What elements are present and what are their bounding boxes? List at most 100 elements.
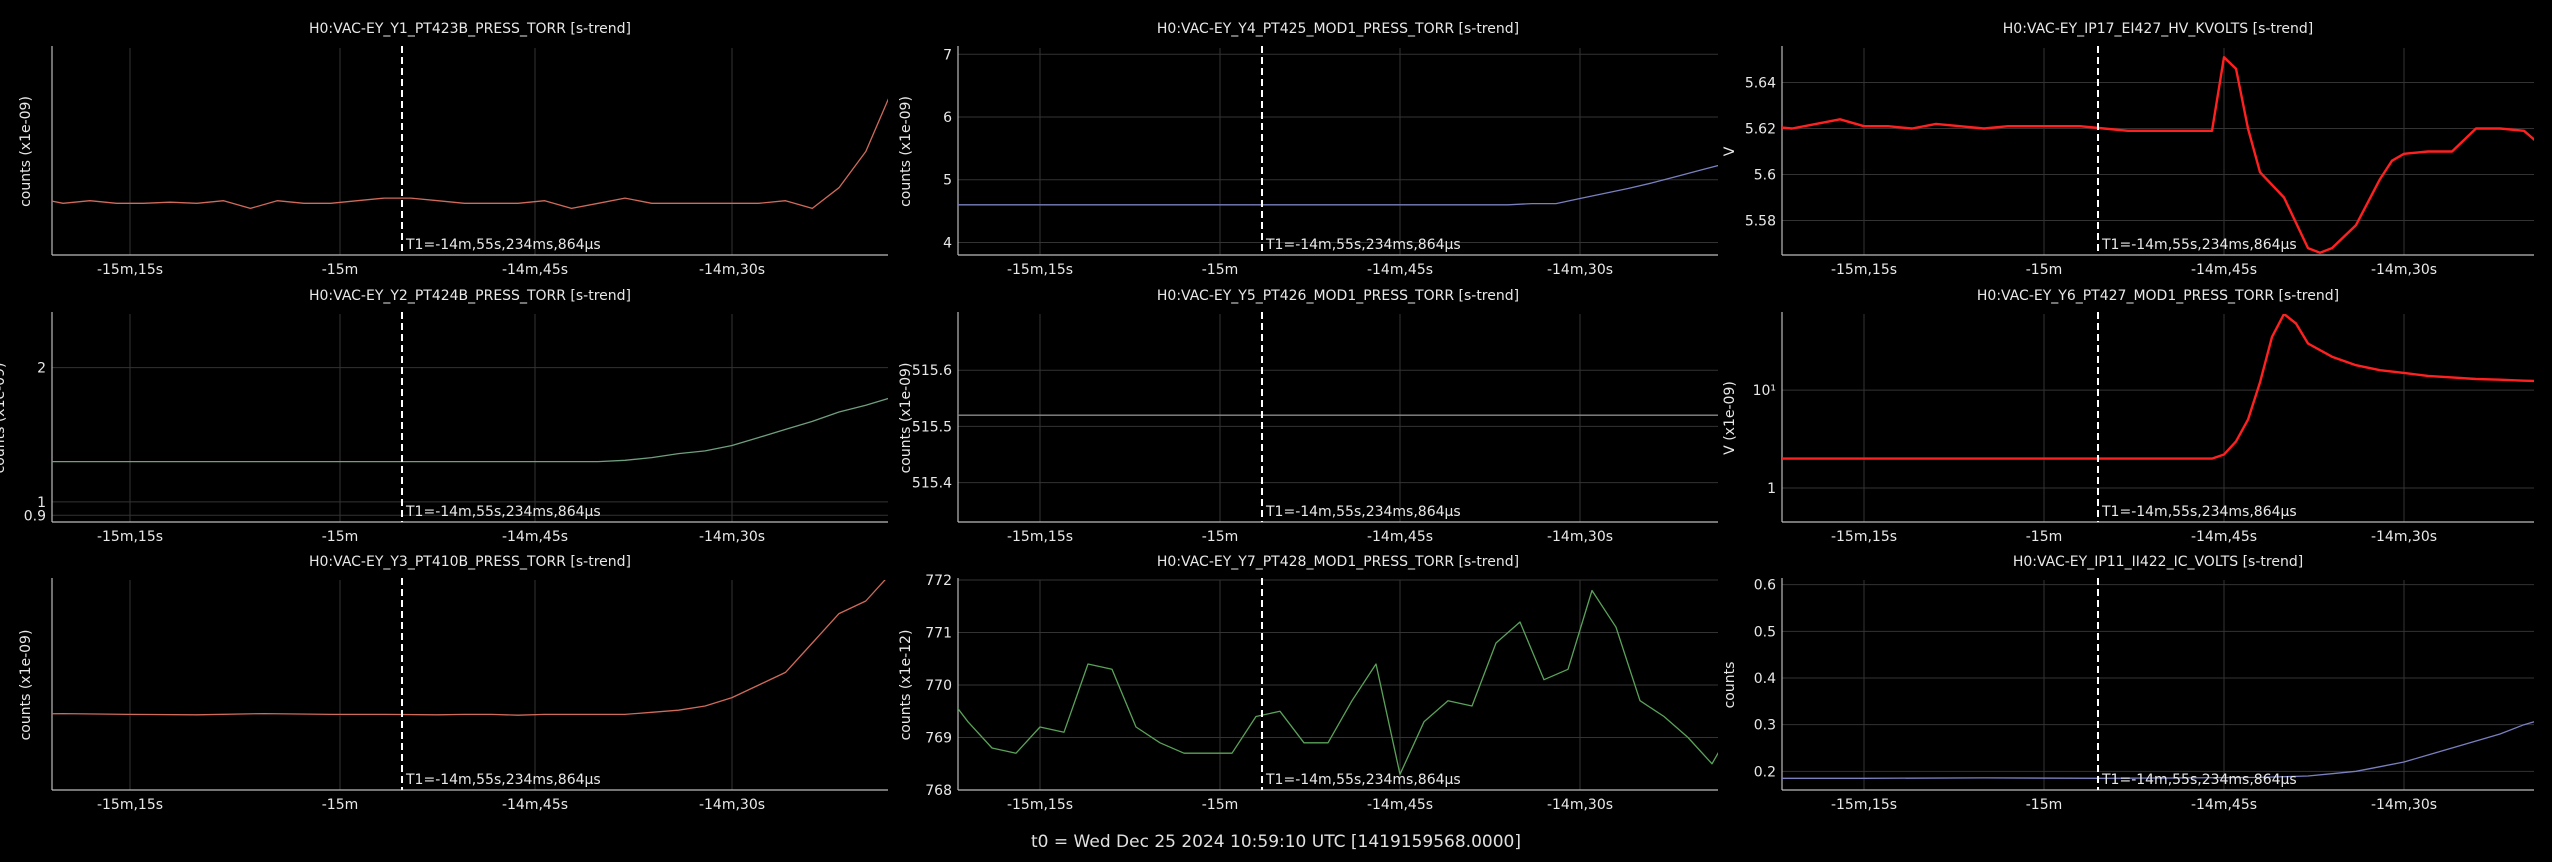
x-tick-label: -15m	[2026, 262, 2063, 278]
y-tick-label: 5.62	[1745, 122, 1776, 138]
series-line	[1782, 314, 2534, 460]
series-line	[1782, 721, 2534, 779]
series-line	[958, 164, 1718, 206]
x-tick-label: -14m,30s	[2371, 797, 2437, 813]
chart-title: H0:VAC-EY_Y3_PT410B_PRESS_TORR [s-trend]	[309, 554, 631, 570]
chart-panel-7: -15m,15s -15m -14m,45s -14m,30s counts (x1e-…	[18, 554, 888, 813]
chart-title: H0:VAC-EY_IP17_EI427_HV_KVOLTS [s-trend]	[2003, 21, 2313, 37]
y-tick-label: 4	[943, 235, 952, 251]
y-tick-label: 5	[943, 173, 952, 189]
y-tick-label: 1	[37, 495, 46, 511]
x-tick-label: -14m,45s	[502, 797, 568, 813]
y-axis-label: V (x1e-09)	[1722, 381, 1738, 455]
series-line	[52, 397, 888, 463]
x-tick-label: -15m,15s	[1007, 262, 1073, 278]
x-tick-label: -14m,45s	[2191, 797, 2257, 813]
cursor-label: T1=-14m,55s,234ms,864µs	[405, 504, 601, 520]
y-tick-label: 0.6	[1754, 578, 1776, 594]
cursor-label: T1=-14m,55s,234ms,864µs	[1265, 504, 1461, 520]
y-tick-label: 772	[925, 573, 952, 589]
x-tick-label: -14m,30s	[2371, 529, 2437, 545]
x-tick-label: -15m,15s	[1831, 262, 1897, 278]
x-tick-label: -15m,15s	[97, 797, 163, 813]
y-axis-label: counts (x1e-09)	[898, 363, 914, 474]
y-tick-label: 6	[943, 110, 952, 126]
x-tick-label: -14m,45s	[1367, 529, 1433, 545]
x-tick-label: -15m,15s	[1007, 797, 1073, 813]
chart-panel-6: -15m,15s -15m -14m,45s -14m,30s 1 10¹ V (x1e-0…	[1722, 288, 2534, 545]
y-tick-label: 7	[943, 47, 952, 63]
x-tick-label: -15m	[1202, 262, 1239, 278]
y-axis-label: counts (x1e-09)	[0, 363, 8, 474]
y-tick-label: 0.3	[1754, 718, 1776, 734]
chart-panel-2: -15m,15s -15m -14m,45s -14m,30s 4 5 6 7 counts (…	[898, 21, 1718, 278]
y-tick-label: 5.58	[1745, 214, 1776, 230]
series-line	[958, 589, 1718, 775]
x-tick-label: -15m	[2026, 797, 2063, 813]
x-tick-label: -14m,30s	[2371, 262, 2437, 278]
chart-title: H0:VAC-EY_Y7_PT428_MOD1_PRESS_TORR [s-tr…	[1157, 554, 1519, 570]
chart-panel-8: -15m,15s -15m -14m,45s -14m,30s 768 769 770 771…	[898, 554, 1718, 813]
y-tick-label: 768	[925, 783, 952, 799]
y-tick-label: 770	[925, 678, 952, 694]
chart-panel-4: -15m,15s -15m -14m,45s -14m,30s 0.91 2 counts …	[0, 288, 888, 545]
series-line	[958, 412, 1718, 416]
y-tick-label: 515.6	[912, 363, 952, 379]
y-tick-label: 0.9	[24, 508, 46, 524]
y-axis-label: counts (x1e-09)	[18, 630, 34, 741]
y-tick-label: 0.4	[1754, 671, 1776, 687]
x-tick-label: -15m,15s	[97, 262, 163, 278]
x-tick-label: -14m,30s	[1547, 797, 1613, 813]
y-tick-label: 5.6	[1754, 168, 1776, 184]
x-tick-label: -14m,45s	[2191, 529, 2257, 545]
x-tick-label: -15m	[1202, 529, 1239, 545]
x-tick-label: -15m	[322, 797, 359, 813]
x-tick-label: -14m,45s	[2191, 262, 2257, 278]
y-tick-label: 10¹	[1753, 383, 1776, 399]
cursor-label: T1=-14m,55s,234ms,864µs	[2101, 504, 2297, 520]
y-tick-label: 515.5	[912, 419, 952, 435]
chart-panel-5: -15m,15s -15m -14m,45s -14m,30s 515.4 515.5 51…	[898, 288, 1718, 545]
series-line	[1782, 56, 2534, 254]
chart-title: H0:VAC-EY_Y6_PT427_MOD1_PRESS_TORR [s-tr…	[1977, 288, 2339, 304]
y-tick-label: 0.5	[1754, 624, 1776, 640]
y-axis-label: counts (x1e-09)	[898, 96, 914, 207]
x-tick-label: -15m	[2026, 529, 2063, 545]
chart-panel-3: -15m,15s -15m -14m,45s -14m,30s 5.58 5.6 5.62 5…	[1722, 21, 2534, 278]
cursor-label: T1=-14m,55s,234ms,864µs	[405, 772, 601, 788]
chart-title: H0:VAC-EY_Y1_PT423B_PRESS_TORR [s-trend]	[309, 21, 631, 37]
x-tick-label: -15m,15s	[97, 529, 163, 545]
chart-title: H0:VAC-EY_Y2_PT424B_PRESS_TORR [s-trend]	[309, 288, 631, 304]
y-tick-label: 2	[37, 361, 46, 377]
chart-panel-1: -15m,15s -15m -14m,45s -14m,30s counts (x1e-…	[18, 21, 888, 278]
y-tick-label: 0.2	[1754, 764, 1776, 780]
x-tick-label: -14m,30s	[699, 797, 765, 813]
chart-title: H0:VAC-EY_Y5_PT426_MOD1_PRESS_TORR [s-tr…	[1157, 288, 1519, 304]
x-tick-label: -14m,45s	[1367, 262, 1433, 278]
x-tick-label: -14m,45s	[1367, 797, 1433, 813]
y-axis-label: V	[1722, 146, 1738, 156]
chart-panel-9: -15m,15s -15m -14m,45s -14m,30s 0.2 0.3 0.4 0.5…	[1722, 554, 2534, 813]
x-tick-label: -15m	[322, 529, 359, 545]
y-axis-label: counts (x1e-12)	[898, 630, 914, 741]
y-axis-label: counts (x1e-09)	[18, 96, 34, 207]
x-tick-label: -15m	[1202, 797, 1239, 813]
cursor-label: T1=-14m,55s,234ms,864µs	[2101, 237, 2297, 253]
y-tick-label: 771	[925, 626, 952, 642]
y-tick-label: 515.4	[912, 476, 952, 492]
series-line	[52, 580, 886, 716]
t0-footer: t0 = Wed Dec 25 2024 10:59:10 UTC [14191…	[1031, 832, 1521, 852]
y-tick-label: 5.64	[1745, 76, 1776, 92]
x-tick-label: -14m,30s	[699, 529, 765, 545]
series-line	[52, 98, 888, 210]
x-tick-label: -14m,45s	[502, 262, 568, 278]
cursor-label: T1=-14m,55s,234ms,864µs	[405, 237, 601, 253]
x-tick-label: -14m,30s	[1547, 529, 1613, 545]
y-tick-label: 769	[925, 731, 952, 747]
y-axis-label: counts	[1722, 662, 1738, 709]
x-tick-label: -15m,15s	[1007, 529, 1073, 545]
x-tick-label: -14m,45s	[502, 529, 568, 545]
x-tick-label: -15m,15s	[1831, 529, 1897, 545]
chart-title: H0:VAC-EY_IP11_II422_IC_VOLTS [s-trend]	[2013, 554, 2303, 570]
